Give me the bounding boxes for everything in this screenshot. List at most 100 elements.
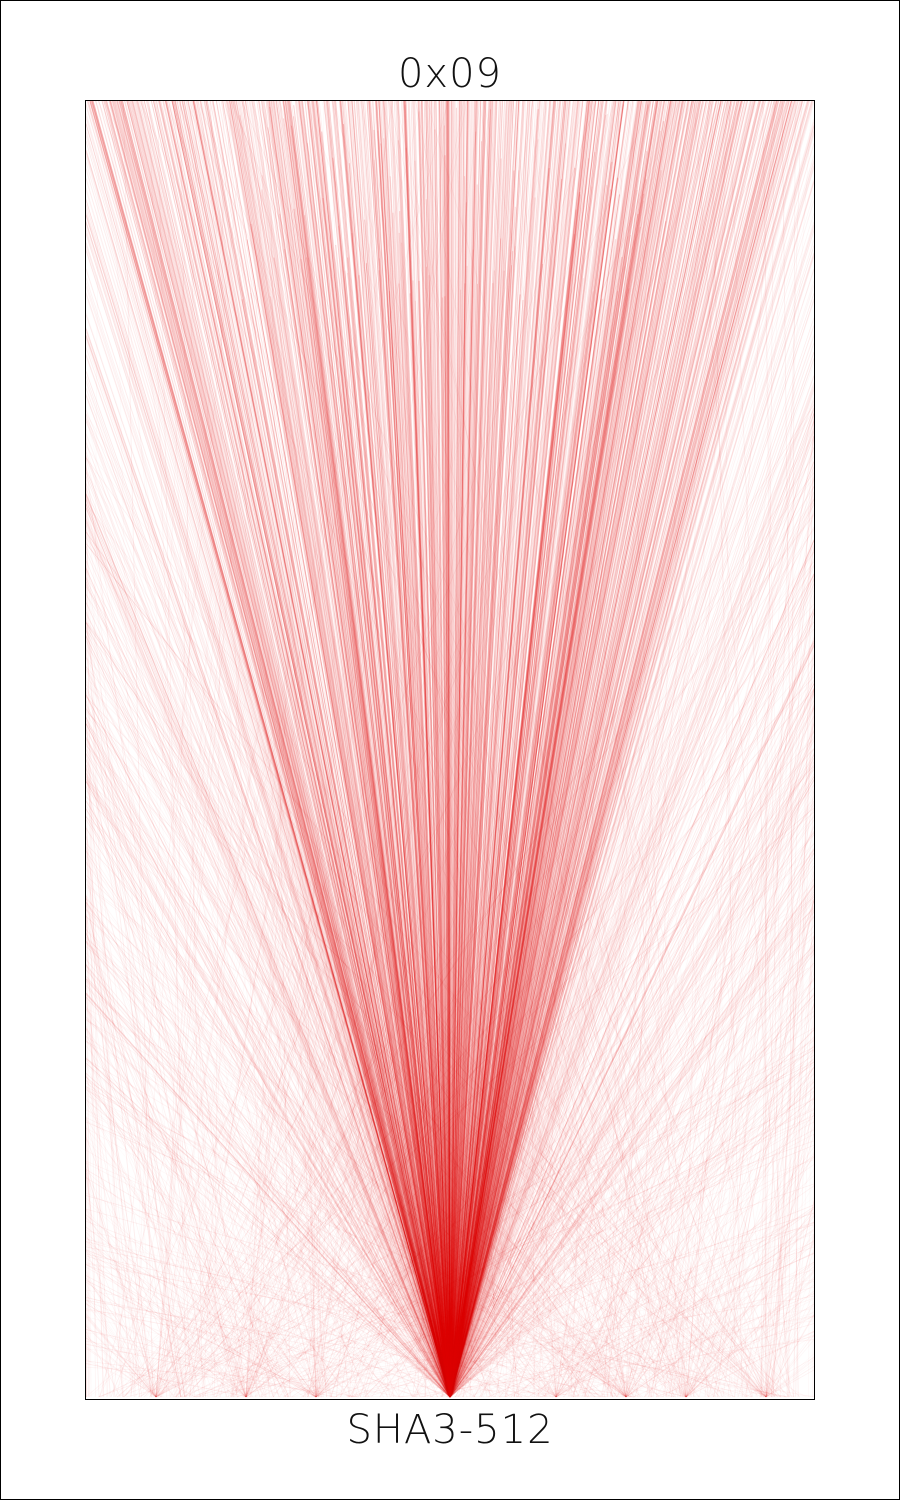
- art-line-824: [98, 101, 451, 1398]
- art-line-776: [449, 101, 790, 1398]
- art-line-1477: [122, 811, 814, 1398]
- art-line-1405: [86, 229, 451, 1398]
- art-line-2619: [449, 283, 478, 1398]
- art-line-1476: [86, 649, 182, 1398]
- art-line-461: [449, 101, 658, 1398]
- art-line-7: [413, 101, 451, 1398]
- art-line-994: [449, 101, 722, 1398]
- art-line-128: [447, 101, 451, 1398]
- art-line-2648: [449, 161, 613, 1398]
- art-line-1132: [449, 644, 814, 1398]
- art-line-1115: [449, 397, 814, 1398]
- art-line-94: [449, 101, 683, 1398]
- art-line-1728: [307, 101, 789, 1398]
- art-line-1806: [223, 101, 630, 1398]
- art-line-2704: [449, 184, 478, 1398]
- art-line-967: [449, 101, 531, 1398]
- art-line-2552: [620, 1096, 767, 1398]
- art-line-1643: [149, 455, 814, 1398]
- art-line-2629: [449, 256, 623, 1398]
- art-line-2614: [449, 143, 566, 1398]
- art-line-831: [201, 101, 451, 1398]
- art-line-2036: [86, 700, 332, 1398]
- art-line-965: [111, 101, 451, 1398]
- art-line-995: [385, 101, 451, 1398]
- art-line-2382: [555, 1084, 768, 1398]
- art-line-1231: [449, 752, 814, 1398]
- art-line-1430: [449, 558, 814, 1398]
- art-line-2321: [315, 1019, 460, 1398]
- art-line-237: [439, 101, 451, 1398]
- art-line-2394: [555, 761, 814, 1398]
- art-line-2019: [505, 1252, 814, 1398]
- art-line-814: [449, 101, 597, 1398]
- art-line-2649: [449, 131, 477, 1398]
- art-line-2338: [86, 1226, 317, 1398]
- art-line-2714: [449, 109, 491, 1398]
- art-line-2695: [449, 109, 539, 1398]
- art-line-855: [449, 101, 778, 1398]
- art-line-2630: [428, 275, 451, 1398]
- art-line-105: [129, 101, 451, 1398]
- art-line-2646: [414, 300, 451, 1398]
- art-line-1304: [86, 178, 451, 1398]
- art-line-550: [449, 101, 702, 1398]
- art-line-176: [273, 101, 451, 1398]
- art-line-662: [234, 101, 451, 1398]
- art-line-1737: [607, 101, 653, 1398]
- art-line-1480: [644, 936, 814, 1398]
- art-line-224: [348, 101, 451, 1398]
- art-line-1756: [86, 634, 235, 1398]
- art-line-471: [241, 101, 451, 1398]
- art-line-1673: [97, 1140, 814, 1398]
- art-line-506: [449, 101, 520, 1398]
- art-line-142: [388, 101, 451, 1398]
- art-line-697: [449, 101, 741, 1398]
- art-line-1722: [652, 688, 814, 1398]
- art-line-1143: [449, 888, 814, 1398]
- art-line-43: [301, 101, 451, 1398]
- art-line-217: [449, 101, 591, 1398]
- art-line-792: [384, 101, 451, 1398]
- art-line-1333: [86, 901, 451, 1398]
- art-line-1267: [449, 994, 814, 1398]
- art-line-2165: [155, 852, 814, 1398]
- art-line-958: [325, 101, 451, 1398]
- art-line-385: [445, 101, 451, 1398]
- art-line-1551: [391, 101, 459, 1398]
- art-line-908: [414, 101, 451, 1398]
- art-line-1861: [86, 1028, 182, 1398]
- art-line-1172: [86, 140, 451, 1398]
- art-line-2194: [86, 1160, 157, 1398]
- art-line-753: [286, 101, 451, 1398]
- art-line-2590: [398, 283, 451, 1398]
- art-line-181: [309, 101, 451, 1398]
- art-line-2622: [449, 114, 607, 1398]
- art-line-1633: [86, 781, 370, 1398]
- art-line-1927: [86, 843, 600, 1398]
- art-line-2199: [155, 1155, 550, 1398]
- art-line-526: [419, 101, 451, 1398]
- art-line-1821: [86, 498, 587, 1398]
- art-line-1367: [449, 831, 814, 1398]
- art-line-565: [449, 101, 617, 1398]
- art-line-134: [449, 101, 755, 1398]
- art-line-1904: [460, 101, 650, 1398]
- art-line-1923: [185, 1049, 814, 1398]
- art-line-2222: [245, 967, 809, 1398]
- art-line-2351: [523, 1001, 557, 1398]
- art-line-918: [449, 101, 695, 1398]
- art-line-567: [449, 101, 491, 1398]
- art-line-2022: [86, 1169, 476, 1398]
- art-line-1310: [449, 700, 814, 1398]
- art-line-262: [192, 101, 451, 1398]
- art-line-2217: [155, 651, 301, 1398]
- art-line-990: [242, 101, 451, 1398]
- art-line-758: [390, 101, 451, 1398]
- art-line-585: [449, 101, 804, 1398]
- art-line-2439: [625, 1146, 814, 1398]
- art-line-1073: [449, 101, 696, 1398]
- art-line-1230: [449, 502, 814, 1398]
- art-line-840: [449, 101, 761, 1398]
- art-line-657: [449, 101, 738, 1398]
